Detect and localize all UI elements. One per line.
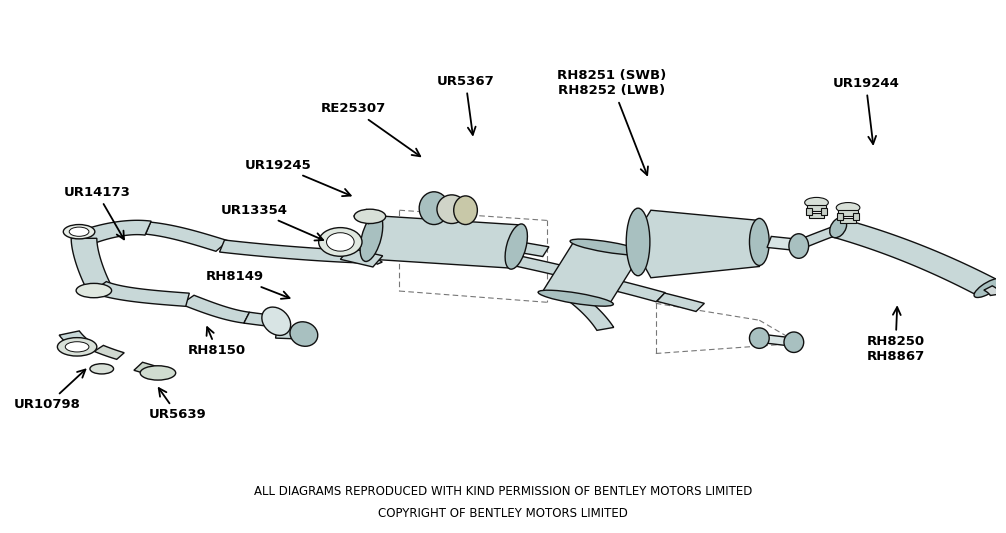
Ellipse shape <box>90 364 114 374</box>
Ellipse shape <box>538 290 614 306</box>
Text: RH8251 (SWB)
RH8252 (LWB): RH8251 (SWB) RH8252 (LWB) <box>557 69 666 175</box>
Polygon shape <box>92 281 189 306</box>
Polygon shape <box>276 328 307 339</box>
Polygon shape <box>767 237 801 251</box>
Text: UR5367: UR5367 <box>437 75 494 135</box>
Ellipse shape <box>262 307 291 335</box>
Polygon shape <box>830 220 999 294</box>
Polygon shape <box>95 345 124 359</box>
Ellipse shape <box>327 233 354 251</box>
Polygon shape <box>809 213 824 218</box>
Ellipse shape <box>505 224 527 269</box>
Polygon shape <box>794 227 843 248</box>
Ellipse shape <box>69 227 89 236</box>
Text: UR13354: UR13354 <box>221 204 323 240</box>
Polygon shape <box>807 205 826 211</box>
Polygon shape <box>181 295 249 323</box>
Ellipse shape <box>830 217 847 238</box>
Polygon shape <box>366 216 521 268</box>
Text: RE25307: RE25307 <box>321 102 421 156</box>
Ellipse shape <box>140 366 176 380</box>
Ellipse shape <box>360 213 382 262</box>
Polygon shape <box>146 222 228 251</box>
Polygon shape <box>432 200 471 218</box>
Ellipse shape <box>974 278 1002 297</box>
Polygon shape <box>134 362 171 379</box>
Polygon shape <box>340 248 382 267</box>
Polygon shape <box>219 240 375 263</box>
Text: COPYRIGHT OF BENTLEY MOTORS LIMITED: COPYRIGHT OF BENTLEY MOTORS LIMITED <box>378 507 628 520</box>
Ellipse shape <box>570 239 646 255</box>
Ellipse shape <box>354 209 385 223</box>
Polygon shape <box>853 213 859 221</box>
Polygon shape <box>657 293 704 311</box>
Text: UR19245: UR19245 <box>244 159 351 196</box>
Ellipse shape <box>836 203 860 213</box>
Ellipse shape <box>319 228 362 256</box>
Ellipse shape <box>63 224 95 239</box>
Polygon shape <box>568 296 614 330</box>
Polygon shape <box>59 331 97 353</box>
Polygon shape <box>75 220 151 244</box>
Polygon shape <box>598 277 665 302</box>
Polygon shape <box>354 209 381 224</box>
Ellipse shape <box>420 192 449 224</box>
Text: RH8149: RH8149 <box>206 270 290 299</box>
Ellipse shape <box>784 332 804 352</box>
Polygon shape <box>243 312 274 326</box>
Polygon shape <box>758 334 796 346</box>
Ellipse shape <box>749 328 770 349</box>
Polygon shape <box>837 213 843 221</box>
Polygon shape <box>542 241 642 304</box>
Ellipse shape <box>437 195 467 223</box>
Text: RH8150: RH8150 <box>188 327 246 358</box>
Polygon shape <box>71 238 112 289</box>
Polygon shape <box>838 209 858 216</box>
Text: RH8250
RH8867: RH8250 RH8867 <box>866 307 925 364</box>
Text: UR5639: UR5639 <box>149 388 206 422</box>
Polygon shape <box>840 218 856 223</box>
Text: UR10798: UR10798 <box>14 369 86 411</box>
Ellipse shape <box>57 337 97 356</box>
Polygon shape <box>822 208 827 215</box>
Ellipse shape <box>65 342 89 352</box>
Text: UR19244: UR19244 <box>832 77 899 144</box>
Ellipse shape <box>749 219 770 265</box>
Ellipse shape <box>805 197 828 208</box>
Ellipse shape <box>789 234 809 259</box>
Ellipse shape <box>626 208 650 276</box>
Ellipse shape <box>290 322 318 346</box>
Polygon shape <box>984 286 1002 295</box>
Polygon shape <box>513 241 549 256</box>
Ellipse shape <box>454 196 478 224</box>
Polygon shape <box>511 256 607 286</box>
Text: ALL DIAGRAMS REPRODUCED WITH KIND PERMISSION OF BENTLEY MOTORS LIMITED: ALL DIAGRAMS REPRODUCED WITH KIND PERMIS… <box>254 485 752 498</box>
Polygon shape <box>806 208 812 215</box>
Polygon shape <box>362 253 382 264</box>
Text: UR14173: UR14173 <box>63 186 130 239</box>
Ellipse shape <box>76 284 112 298</box>
Polygon shape <box>631 210 770 278</box>
